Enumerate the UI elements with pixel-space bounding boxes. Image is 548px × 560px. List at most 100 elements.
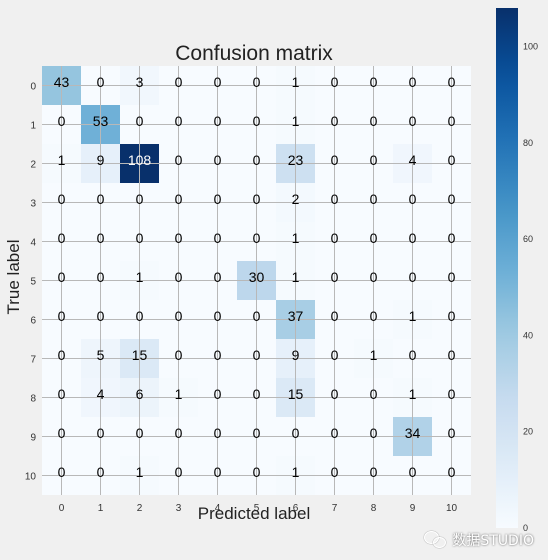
cell-value-label: 0 bbox=[97, 191, 105, 207]
cell-value-label: 0 bbox=[253, 230, 261, 246]
cell-value-label: 0 bbox=[448, 113, 456, 129]
x-tick-label: 9 bbox=[410, 503, 416, 514]
cell-value-label: 0 bbox=[136, 425, 144, 441]
y-tick-label: 7 bbox=[30, 355, 36, 366]
cell-value-label: 37 bbox=[288, 308, 304, 324]
cell-value-label: 0 bbox=[370, 113, 378, 129]
cell-value-label: 3 bbox=[136, 74, 144, 90]
cell-value-label: 0 bbox=[448, 347, 456, 363]
cell-value-label: 1 bbox=[370, 347, 378, 363]
cell-value-label: 0 bbox=[448, 308, 456, 324]
cell-value-label: 0 bbox=[253, 191, 261, 207]
cell-value-label: 34 bbox=[405, 425, 421, 441]
cell-value-label: 0 bbox=[448, 152, 456, 168]
cell-value-label: 0 bbox=[331, 230, 339, 246]
cell-value-label: 0 bbox=[409, 269, 417, 285]
cell-value-label: 53 bbox=[93, 113, 109, 129]
cell-value-label: 0 bbox=[58, 386, 66, 402]
cell-value-label: 0 bbox=[448, 464, 456, 480]
cell-value-label: 15 bbox=[132, 347, 148, 363]
cell-value-label: 0 bbox=[58, 230, 66, 246]
cell-value-label: 1 bbox=[58, 152, 66, 168]
x-tick-label: 10 bbox=[446, 503, 458, 514]
cell-value-label: 5 bbox=[97, 347, 105, 363]
cell-value-label: 0 bbox=[448, 230, 456, 246]
cell-value-label: 0 bbox=[370, 269, 378, 285]
wechat-icon bbox=[424, 531, 447, 549]
cell-value-label: 0 bbox=[58, 269, 66, 285]
cell-value-label: 0 bbox=[253, 308, 261, 324]
cell-value-label: 0 bbox=[58, 308, 66, 324]
cell-value-label: 23 bbox=[288, 152, 304, 168]
cell-value-label: 0 bbox=[214, 386, 222, 402]
cell-value-label: 0 bbox=[136, 113, 144, 129]
cell-value-label: 0 bbox=[331, 386, 339, 402]
watermark-text: 数据STUDIO bbox=[452, 533, 534, 549]
cell-value-label: 1 bbox=[409, 308, 417, 324]
cell-value-label: 0 bbox=[58, 113, 66, 129]
cell-value-label: 1 bbox=[409, 386, 417, 402]
cell-value-label: 0 bbox=[136, 191, 144, 207]
cell-value-label: 0 bbox=[370, 464, 378, 480]
cell-value-label: 1 bbox=[292, 269, 300, 285]
y-tick-label: 5 bbox=[30, 277, 36, 288]
cell-value-label: 0 bbox=[409, 191, 417, 207]
y-tick-label: 2 bbox=[30, 160, 36, 171]
cell-value-label: 0 bbox=[253, 152, 261, 168]
x-tick-label: 7 bbox=[332, 503, 338, 514]
cell-value-label: 43 bbox=[54, 74, 70, 90]
cell-value-label: 0 bbox=[175, 191, 183, 207]
cell-value-label: 0 bbox=[409, 113, 417, 129]
cell-value-label: 0 bbox=[136, 308, 144, 324]
colorbar-tick-label: 20 bbox=[523, 427, 533, 437]
watermark: 数据STUDIO bbox=[424, 530, 534, 550]
cell-value-label: 6 bbox=[136, 386, 144, 402]
cell-value-label: 0 bbox=[331, 464, 339, 480]
y-tick-label: 10 bbox=[25, 472, 37, 483]
colorbar: 0 20 40 60 80 100 bbox=[496, 8, 538, 533]
cell-value-label: 0 bbox=[136, 230, 144, 246]
x-tick-label: 3 bbox=[176, 503, 182, 514]
x-tick-label: 0 bbox=[59, 503, 65, 514]
cell-value-label: 1 bbox=[292, 464, 300, 480]
colorbar-tick-label: 0 bbox=[523, 523, 528, 533]
cell-value-label: 15 bbox=[288, 386, 304, 402]
x-tick-label: 1 bbox=[98, 503, 104, 514]
cell-value-label: 0 bbox=[409, 74, 417, 90]
cell-value-label: 0 bbox=[370, 386, 378, 402]
cell-value-label: 0 bbox=[448, 74, 456, 90]
cell-value-label: 0 bbox=[97, 464, 105, 480]
cell-value-label: 0 bbox=[214, 113, 222, 129]
cell-value-label: 0 bbox=[448, 386, 456, 402]
cell-value-label: 1 bbox=[136, 269, 144, 285]
cell-value-label: 0 bbox=[58, 191, 66, 207]
cell-value-label: 0 bbox=[331, 308, 339, 324]
cell-value-label: 0 bbox=[214, 152, 222, 168]
cell-value-label: 1 bbox=[292, 113, 300, 129]
cell-value-label: 4 bbox=[409, 152, 417, 168]
colorbar-gradient bbox=[496, 8, 518, 528]
colorbar-tick-label: 100 bbox=[523, 42, 538, 52]
cell-value-label: 0 bbox=[409, 230, 417, 246]
cell-value-label: 0 bbox=[175, 113, 183, 129]
cell-value-label: 0 bbox=[58, 464, 66, 480]
cell-value-label: 0 bbox=[331, 152, 339, 168]
cell-value-label: 0 bbox=[97, 230, 105, 246]
cell-value-label: 0 bbox=[175, 74, 183, 90]
cell-value-label: 0 bbox=[58, 347, 66, 363]
cell-value-label: 1 bbox=[292, 74, 300, 90]
cell-value-label: 0 bbox=[214, 230, 222, 246]
y-axis-label: True label bbox=[4, 240, 23, 315]
cell-value-label: 0 bbox=[175, 464, 183, 480]
y-tick-label: 3 bbox=[30, 199, 36, 210]
cell-value-label: 0 bbox=[97, 74, 105, 90]
x-tick-label: 5 bbox=[254, 503, 260, 514]
cell-value-label: 0 bbox=[331, 425, 339, 441]
y-tick-label: 0 bbox=[30, 82, 36, 93]
cell-value-label: 0 bbox=[331, 74, 339, 90]
chart-title: Confusion matrix bbox=[175, 42, 333, 65]
cell-value-label: 0 bbox=[97, 425, 105, 441]
cell-value-label: 0 bbox=[370, 308, 378, 324]
cell-value-label: 2 bbox=[292, 191, 300, 207]
